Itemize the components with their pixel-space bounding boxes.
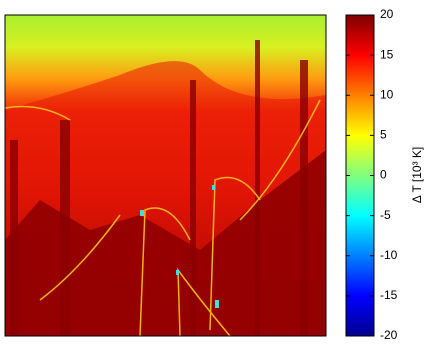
colorbar-tick-label: 5	[380, 128, 387, 142]
colorbar-tick-label: -20	[380, 328, 398, 342]
colorbar-tick-label: 20	[380, 7, 394, 21]
colorbar-tick-label: -10	[380, 248, 398, 262]
plot-frame	[4, 14, 327, 337]
colorbar-label: Δ T [10³ K]	[410, 147, 424, 203]
colorbar-tick-label: 10	[380, 87, 394, 101]
colorbar-tick-label: 0	[380, 168, 387, 182]
colorbar-tick-label: -5	[380, 208, 391, 222]
colorbar-tick-label: -15	[380, 288, 398, 302]
heatmap-image	[5, 15, 326, 336]
colorbar	[345, 14, 375, 337]
colorbar-tick-label: 15	[380, 47, 394, 61]
